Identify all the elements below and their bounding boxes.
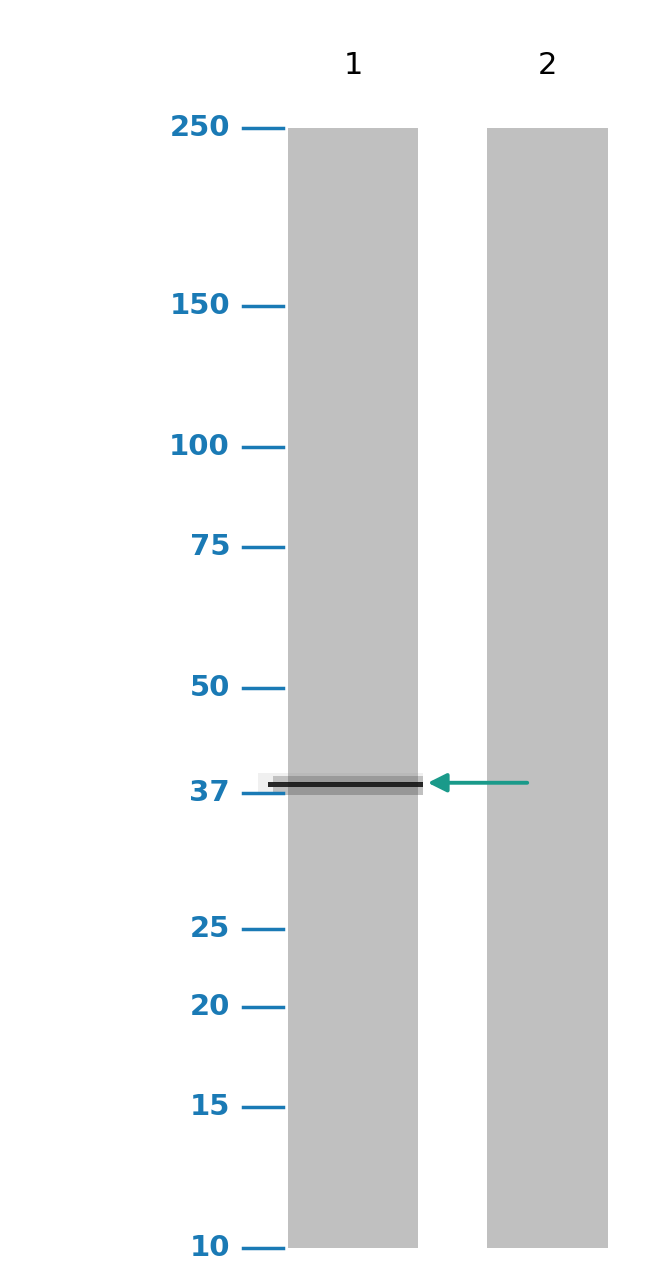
Bar <box>487 128 608 1248</box>
Bar <box>258 772 423 795</box>
Text: 25: 25 <box>190 916 230 944</box>
Text: 15: 15 <box>190 1093 230 1121</box>
Text: 50: 50 <box>190 674 230 702</box>
Text: 250: 250 <box>170 114 230 142</box>
Bar <box>268 782 423 787</box>
Bar <box>273 787 423 795</box>
Text: 37: 37 <box>189 779 230 806</box>
Text: 75: 75 <box>190 533 230 561</box>
Text: 20: 20 <box>190 993 230 1021</box>
Text: 10: 10 <box>190 1234 230 1262</box>
Text: 100: 100 <box>169 433 230 461</box>
Bar <box>288 128 418 1248</box>
Text: 150: 150 <box>170 292 230 320</box>
Text: 2: 2 <box>538 51 557 80</box>
Bar <box>273 776 423 784</box>
Text: 1: 1 <box>343 51 363 80</box>
